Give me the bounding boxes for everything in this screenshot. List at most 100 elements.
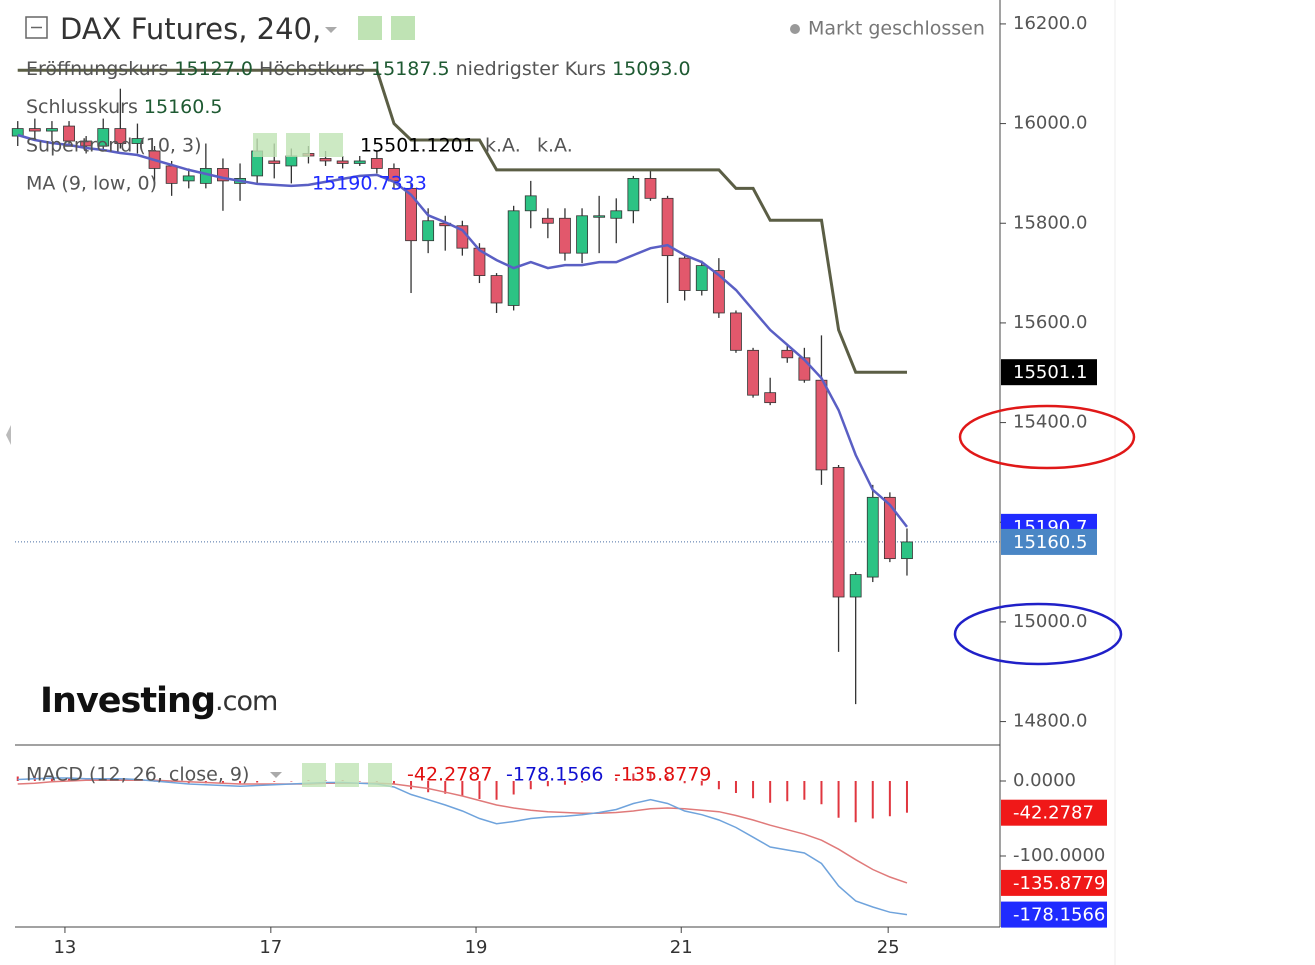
histogram-bar (358, 780, 361, 782)
candle-body (80, 140, 93, 147)
eye-button[interactable] (253, 133, 277, 157)
histogram-bar (392, 780, 395, 784)
price-badge-label: 15501.1 (1013, 362, 1087, 383)
histogram-bar (769, 780, 772, 803)
histogram-bar (239, 780, 242, 784)
candle-body (114, 128, 127, 144)
histogram-bar (50, 777, 53, 781)
price-badge-label: 15160.5 (1013, 532, 1087, 553)
price-badge (1001, 528, 1097, 555)
candle-body (524, 195, 537, 212)
legend-value: 15093.0 (612, 58, 691, 80)
price-badge-label: -135.8779 (1013, 873, 1105, 894)
histogram-bar (717, 780, 720, 790)
histogram-bar (256, 780, 259, 783)
y-tick-label: 0.0000 (1013, 770, 1076, 791)
watermark: Investing.com (40, 681, 277, 721)
histogram-bar (734, 780, 737, 793)
histogram-bar (632, 773, 635, 781)
plot: 14800.015000.015200.015400.015600.015800… (11, 13, 1105, 958)
candle-body (576, 215, 588, 254)
histogram-bar (666, 776, 669, 781)
candle-body (730, 312, 742, 351)
histogram-bar (273, 780, 276, 782)
candle-body (131, 138, 144, 144)
histogram-bar (905, 780, 908, 813)
dropdown[interactable] (270, 772, 282, 778)
legend-value: 15160.5 (144, 96, 223, 118)
legend-value: -42.2787 (407, 764, 492, 786)
histogram-bar (615, 777, 618, 781)
histogram-bar (581, 780, 584, 783)
histogram-bar (495, 780, 498, 800)
macd-title: MACD (12, 26, close, 9) (26, 764, 249, 786)
eye-button[interactable] (302, 763, 326, 787)
macd-line (17, 777, 908, 916)
chart-title: DAX Futures, 240, (60, 12, 321, 46)
x-tick-label: 17 (259, 937, 282, 958)
candle-body (422, 220, 435, 242)
histogram-bar (563, 780, 566, 785)
histogram-bar (871, 780, 874, 819)
candle-body (217, 168, 229, 182)
side-handle[interactable] (6, 425, 11, 445)
collapse-button[interactable] (25, 16, 48, 39)
candle-body (798, 357, 811, 381)
histogram-bar (512, 780, 515, 795)
y-tick-label: 15400.0 (1013, 412, 1087, 433)
price-badge-label: -178.1566 (1013, 905, 1105, 926)
candle-body (353, 160, 366, 164)
candle-body (336, 160, 349, 164)
candle-body (901, 541, 913, 560)
candle-body (370, 158, 383, 169)
candle-body (593, 215, 606, 218)
histogram-bar (427, 780, 430, 793)
histogram-bar (461, 780, 464, 796)
remove-button[interactable] (319, 133, 343, 157)
annotation-ellipse (953, 602, 1123, 666)
histogram-bar (888, 780, 891, 817)
legend-value: k.A. (537, 135, 573, 157)
histogram-bar (598, 780, 601, 781)
y-tick-label: -100.0000 (1013, 845, 1105, 866)
candle-body (747, 349, 759, 396)
y-tick-label: 14800.0 (1013, 711, 1087, 732)
candle-body (695, 265, 708, 291)
settings-button[interactable] (286, 133, 310, 157)
candle-body (781, 349, 794, 359)
candle-body (405, 187, 417, 242)
candle-body (644, 178, 657, 199)
remove-button[interactable] (368, 763, 392, 787)
legend-value: k.A. (485, 135, 521, 157)
histogram-bar (854, 780, 857, 823)
settings-button[interactable] (335, 763, 359, 787)
settings-button[interactable] (391, 16, 415, 40)
signal-line (17, 779, 908, 884)
histogram-bar (410, 780, 413, 790)
candle-body (63, 125, 75, 142)
candle-body (97, 128, 110, 147)
histogram-bar (786, 780, 789, 802)
legend-value: 15190.7333 (312, 173, 427, 195)
dropdown[interactable] (325, 27, 337, 33)
x-tick-label: 21 (670, 937, 693, 958)
candle-body (866, 496, 879, 578)
annotation-ellipse (958, 404, 1136, 470)
candle-body (661, 197, 674, 257)
legend-value: 15187.5 (371, 58, 450, 80)
candle-body (490, 275, 503, 304)
histogram-bar (649, 771, 652, 781)
candle-body (268, 160, 281, 164)
y-tick-label: 16000.0 (1013, 113, 1087, 134)
candle-body (541, 217, 554, 224)
price-badge (1001, 901, 1107, 928)
legend-entry: MA (9, low, 0) (26, 173, 157, 195)
candle-body (46, 128, 58, 132)
x-tick-label: 25 (877, 937, 900, 958)
y-tick-label: 15600.0 (1013, 312, 1087, 333)
x-tick-label: 13 (53, 937, 76, 958)
eye-button[interactable] (358, 16, 382, 40)
close-legend: Schlusskurs 15160.5 (26, 96, 222, 118)
legend-value: -135.8779 (614, 764, 712, 786)
histogram-bar (221, 780, 224, 784)
